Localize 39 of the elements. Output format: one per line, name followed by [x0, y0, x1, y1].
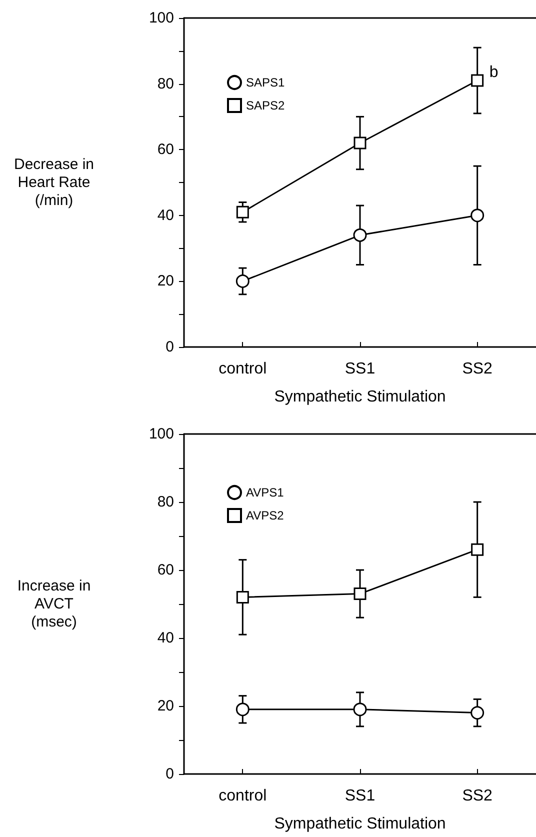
x-tick-label: SS2 [462, 788, 493, 804]
point [236, 206, 249, 218]
legend-label: AVPS2 [246, 508, 284, 522]
legend-label: SAPS1 [246, 76, 286, 90]
point [471, 543, 484, 556]
point [353, 228, 367, 242]
y-tick-label: 40 [157, 206, 174, 224]
y-axis-title: Increase in AVCT (msec) [17, 578, 91, 630]
x-axis-title: Sympathetic Stimulation [274, 816, 446, 832]
legend-label: AVPS1 [246, 486, 284, 500]
point [354, 588, 366, 600]
point [353, 702, 367, 716]
y-tick-label: 100 [148, 10, 174, 26]
x-tick-label: SS1 [344, 788, 376, 804]
x-tick-label: SS2 [462, 360, 493, 378]
y-tick-label: 60 [157, 562, 174, 578]
x-tick-label: SS1 [344, 360, 376, 378]
annotation: b [489, 64, 498, 82]
legend-label: SAPS2 [246, 98, 286, 112]
y-axis-title: Decrease in Heart Rate (/min) [14, 156, 94, 209]
point [471, 74, 484, 87]
y-tick-label: 0 [166, 338, 174, 356]
x-axis-title: Sympathetic Stimulation [274, 388, 446, 406]
y-tick-label: 40 [157, 630, 174, 646]
y-tick-label: 100 [148, 426, 174, 442]
point [470, 706, 484, 720]
point [236, 590, 249, 604]
point [354, 136, 366, 150]
y-tick-label: 0 [166, 766, 174, 782]
point [236, 702, 250, 716]
x-tick-label: control [218, 788, 267, 804]
point [470, 208, 484, 222]
point [236, 274, 250, 288]
y-tick-label: 60 [157, 141, 174, 158]
x-tick-label: control [218, 360, 267, 378]
y-tick-label: 20 [157, 698, 174, 714]
y-tick-label: 80 [157, 494, 174, 510]
y-tick-label: 20 [157, 272, 174, 290]
y-tick-label: 80 [157, 75, 174, 92]
